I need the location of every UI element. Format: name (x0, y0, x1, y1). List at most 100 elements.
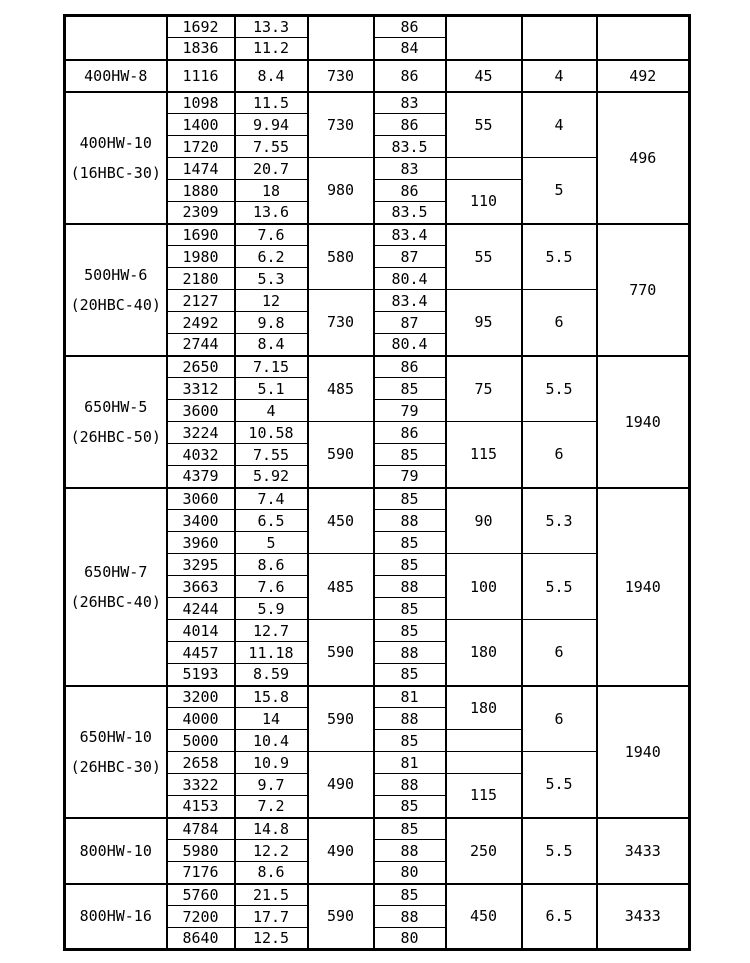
head-cell: 11.18 (233, 641, 309, 664)
extra-cell: 4 (520, 59, 598, 92)
table-row: 3400 6.5 88 (65, 509, 690, 532)
efficiency-cell: 85 (372, 443, 447, 466)
model-cell (63, 15, 168, 60)
extra-cell (520, 15, 598, 60)
table-row: 4244 5.9 85 (65, 597, 690, 620)
head-cell: 21.5 (233, 883, 309, 906)
table-row: 3960 5 85 (65, 531, 690, 554)
table-row: 2309 13.6 83.5 (65, 201, 690, 224)
flow-cell: 2658 (165, 751, 236, 774)
efficiency-cell: 85 (372, 531, 447, 554)
speed-cell: 730 (306, 91, 375, 158)
speed-cell: 490 (306, 751, 375, 818)
table-row: 7176 8.6 80 (65, 861, 690, 884)
table-row: 800HW-10 4784 14.8 490 85 250 5.5 3433 (63, 817, 691, 884)
model-section: 650HW-5 (26HBC-50) 2650 7.15 485 86 75 5.5 1940… (63, 355, 691, 488)
flow-cell: 1692 (165, 15, 236, 38)
head-cell: 13.6 (233, 201, 309, 224)
flow-cell: 4153 (165, 795, 236, 818)
model-cell: 650HW-7 (26HBC-40) (63, 487, 168, 686)
head-cell: 8.4 (233, 59, 309, 92)
efficiency-cell: 88 (372, 905, 447, 928)
flow-cell: 2127 (165, 289, 236, 312)
head-cell: 8.4 (233, 333, 309, 356)
table-row: 5193 8.59 85 (65, 663, 690, 686)
table-row: 5000 10.4 85 (65, 729, 690, 752)
weight-cell: 496 (595, 91, 691, 224)
head-cell: 5.1 (233, 377, 309, 400)
head-cell: 7.6 (233, 575, 309, 598)
efficiency-cell: 85 (372, 619, 447, 642)
efficiency-cell: 80 (372, 927, 447, 950)
extra-cell: 5.5 (520, 355, 598, 422)
table-row: 4000 14 88 (65, 707, 690, 730)
flow-cell: 1720 (165, 135, 236, 158)
head-cell: 11.2 (233, 37, 309, 60)
table-row: 650HW-5 (26HBC-50) 2650 7.15 485 86 75 5.5 1940 (63, 355, 691, 488)
efficiency-cell: 88 (372, 575, 447, 598)
flow-cell: 1836 (165, 37, 236, 60)
head-cell: 18 (233, 179, 309, 202)
weight-cell: 770 (595, 223, 691, 356)
head-cell: 10.4 (233, 729, 309, 752)
table-row: 3663 7.6 88 (65, 575, 690, 598)
table-row: 4153 7.2 85 (65, 795, 690, 818)
head-cell: 7.55 (233, 135, 309, 158)
speed-cell: 450 (306, 487, 375, 554)
head-cell: 5.3 (233, 267, 309, 290)
flow-cell: 3200 (165, 685, 236, 708)
efficiency-cell: 80 (372, 861, 447, 884)
head-cell: 8.6 (233, 861, 309, 884)
flow-cell: 5760 (165, 883, 236, 906)
efficiency-cell: 88 (372, 707, 447, 730)
model-cell: 650HW-10 (26HBC-30) (63, 685, 168, 818)
efficiency-cell: 86 (372, 59, 447, 92)
efficiency-cell: 86 (372, 15, 447, 38)
table-row: 800HW-16 5760 21.5 590 85 450 6.5 3433 (63, 883, 691, 950)
extra-cell: 5.5 (520, 817, 598, 884)
extra-cell: 4 (520, 91, 598, 158)
model-section: 650HW-7 (26HBC-40) 3060 7.4 450 85 90 5.3 1940 3… (63, 487, 691, 686)
speed-cell: 590 (306, 685, 375, 752)
efficiency-cell: 85 (372, 487, 447, 510)
head-cell: 20.7 (233, 157, 309, 180)
extra-cell: 5.5 (520, 223, 598, 290)
head-cell: 7.15 (233, 355, 309, 378)
speed-cell: 485 (306, 553, 375, 620)
efficiency-cell: 86 (372, 355, 447, 378)
power-cell: 90 (444, 487, 523, 554)
model-section: 500HW-6 (20HBC-40) 1690 7.6 580 83.4 55 5.5 770… (63, 223, 691, 356)
table-row: 5980 12.2 88 (65, 839, 690, 862)
model-cell: 650HW-5 (26HBC-50) (63, 355, 168, 488)
flow-cell: 1474 (165, 157, 236, 180)
table-row: 1400 9.94 86 (65, 113, 690, 136)
model-cell: 400HW-8 (63, 59, 168, 92)
table-row: 400HW-8 1116 8.4 730 86 45 4 492 (63, 59, 691, 92)
head-cell: 10.9 (233, 751, 309, 774)
efficiency-cell: 87 (372, 311, 447, 334)
flow-cell: 4244 (165, 597, 236, 620)
head-cell: 6.2 (233, 245, 309, 268)
extra-cell: 6 (520, 289, 598, 356)
head-cell: 6.5 (233, 509, 309, 532)
power-cell (444, 729, 523, 752)
weight-cell: 1940 (595, 355, 691, 488)
efficiency-cell: 85 (372, 729, 447, 752)
model-section: 400HW-10 (16HBC-30) 1098 11.5 730 83 55 4 496 14… (63, 91, 691, 224)
head-cell: 13.3 (233, 15, 309, 38)
table-row: 4014 12.7 590 85 180 6 (65, 619, 690, 686)
power-cell: 55 (444, 91, 523, 158)
power-cell (444, 15, 523, 60)
head-cell: 11.5 (233, 91, 309, 114)
efficiency-cell: 83 (372, 157, 447, 180)
table-row: 650HW-7 (26HBC-40) 3060 7.4 450 85 90 5.3 1940 (63, 487, 691, 686)
head-cell: 12.2 (233, 839, 309, 862)
efficiency-cell: 83.5 (372, 135, 447, 158)
head-cell: 8.59 (233, 663, 309, 686)
flow-cell: 2492 (165, 311, 236, 334)
flow-cell: 4000 (165, 707, 236, 730)
efficiency-cell: 88 (372, 839, 447, 862)
flow-cell: 5000 (165, 729, 236, 752)
efficiency-cell: 88 (372, 773, 447, 796)
